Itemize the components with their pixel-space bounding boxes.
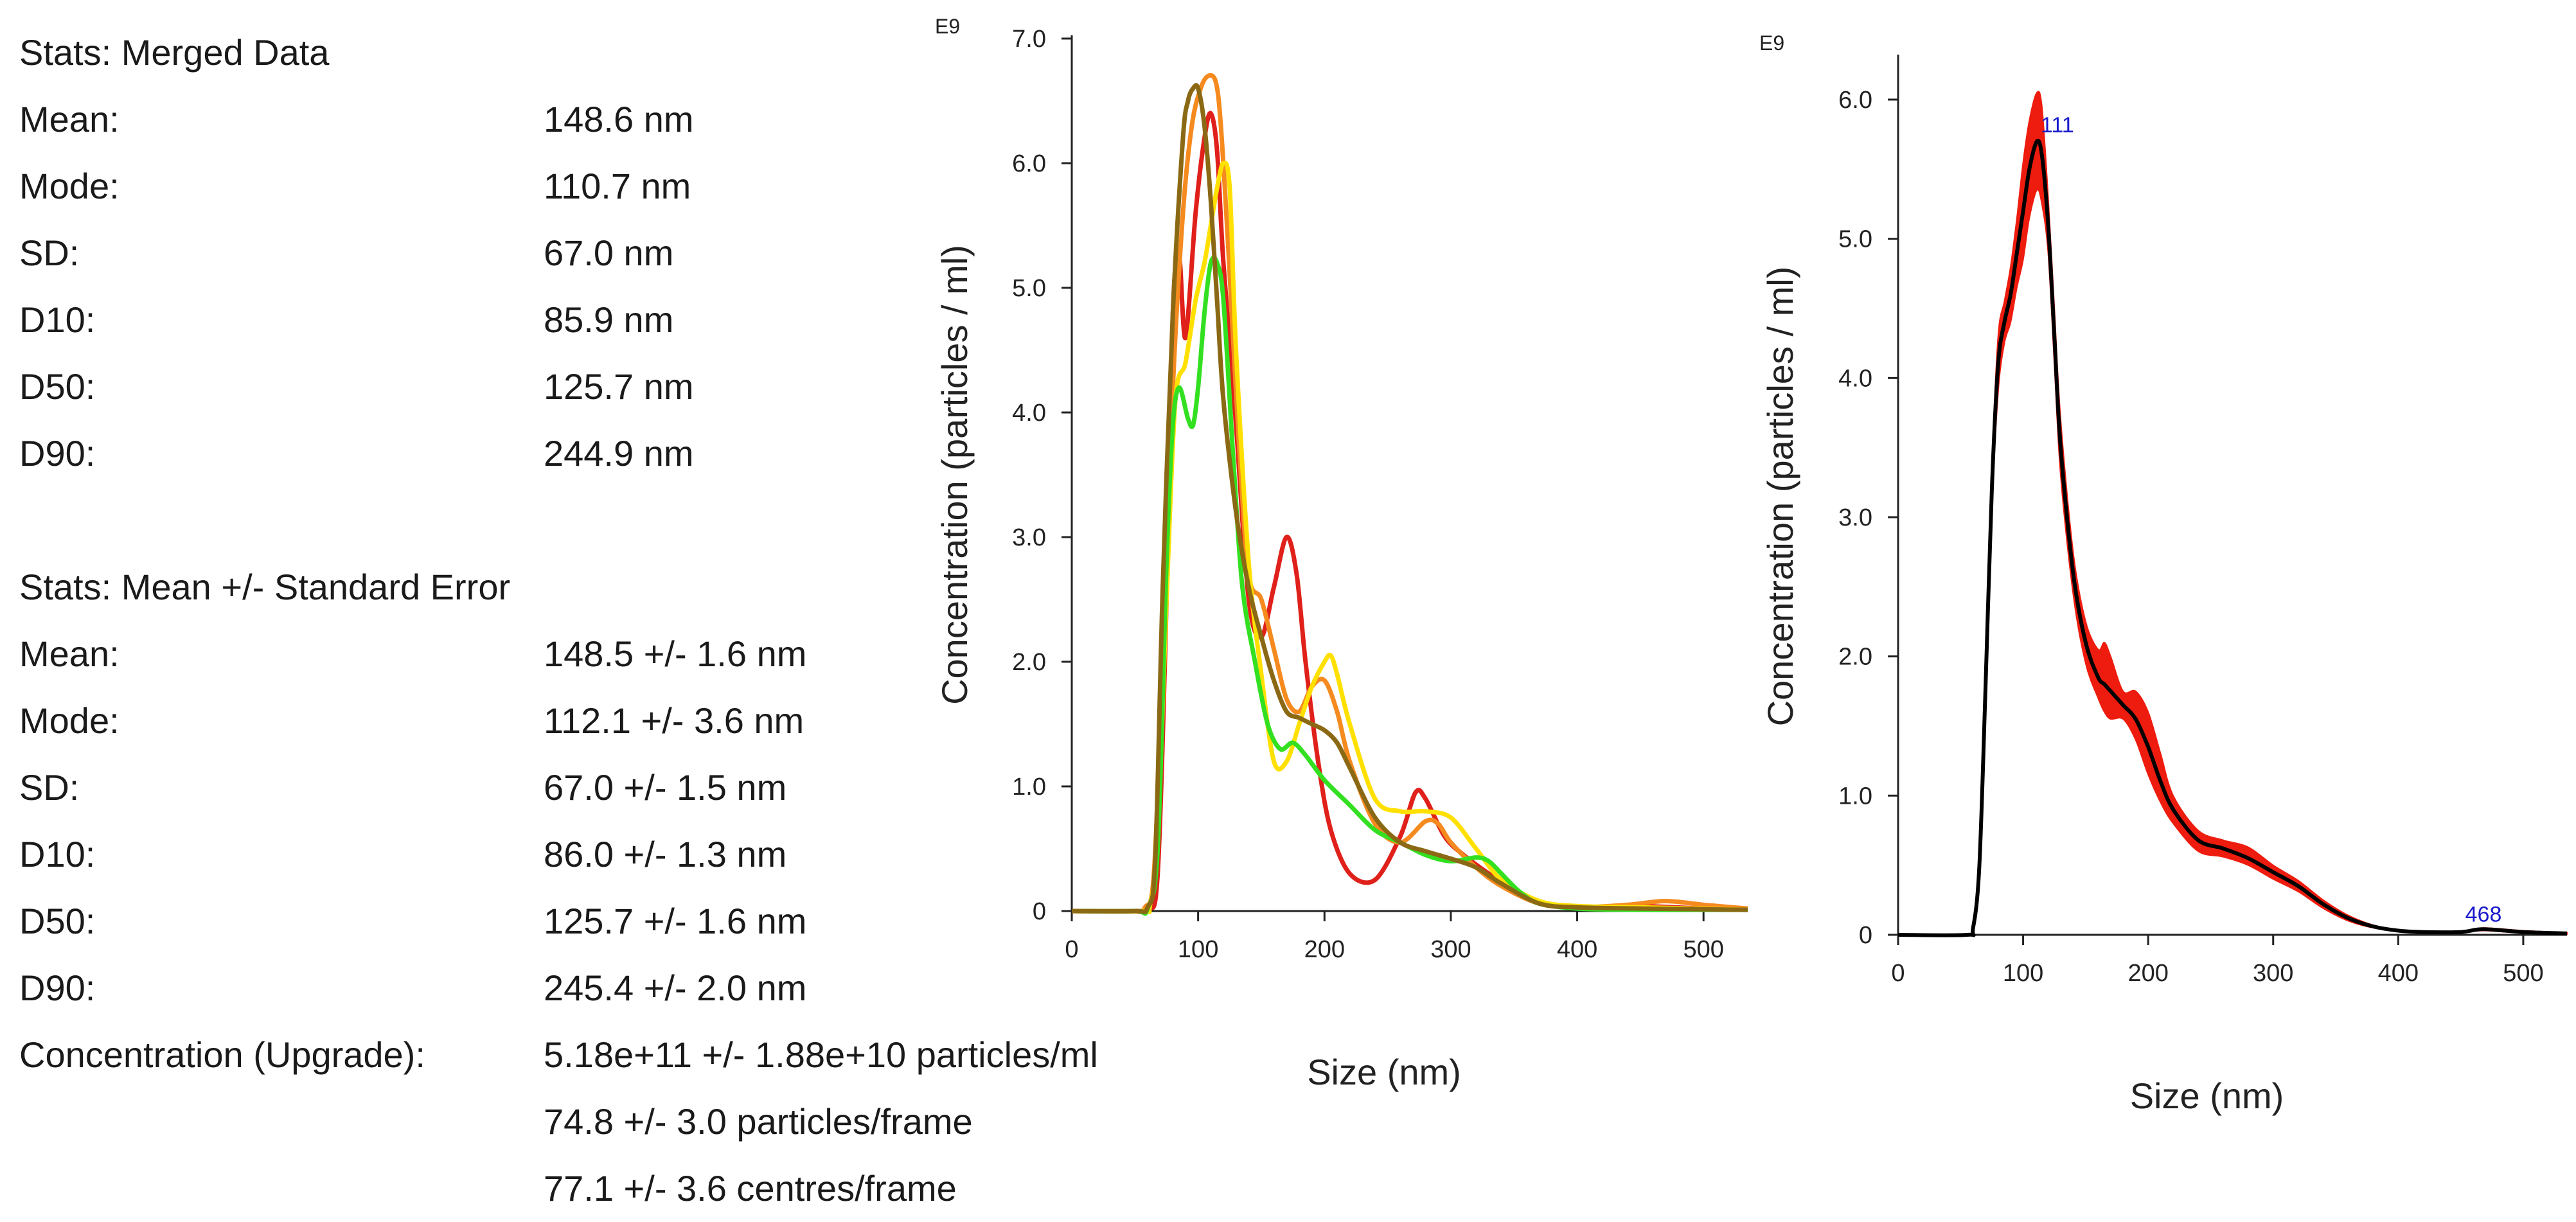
se-d10-row: D10: 86.0 +/- 1.3 nm bbox=[19, 821, 957, 888]
stat-value: 148.6 nm bbox=[544, 99, 694, 139]
y-tick-label: 3.0 bbox=[1012, 524, 1046, 551]
x-tick-label: 100 bbox=[2003, 960, 2043, 987]
stat-label: D10: bbox=[19, 299, 96, 340]
y-tick-label: 0 bbox=[1033, 898, 1046, 925]
peak-annotation: 111 bbox=[2041, 113, 2074, 137]
x-tick-label: 400 bbox=[2378, 960, 2419, 987]
series-line-olive bbox=[1071, 83, 1748, 914]
particles-frame-row: 74.8 +/- 3.0 particles/frame bbox=[19, 1088, 973, 1155]
stat-label: Mean: bbox=[19, 99, 120, 139]
y-tick-label: 4.0 bbox=[1838, 365, 1872, 392]
y-tick-label: 1.0 bbox=[1838, 783, 1872, 810]
series-line-green bbox=[1071, 255, 1748, 916]
se-mean-row: Mean: 148.5 +/- 1.6 nm bbox=[19, 621, 957, 687]
x-tick-label: 0 bbox=[1891, 960, 1905, 987]
x-tick-label: 400 bbox=[1557, 936, 1597, 963]
merged-stats-title: Stats: Merged Data bbox=[19, 32, 330, 73]
size-distribution-chart: 0 100 200 300 400 500 0 1.0 2.0 3.0 4.0 5.0 6.0 7.0 E9… bbox=[934, 15, 1748, 1092]
x-tick-label: 300 bbox=[1430, 936, 1471, 963]
y-tick-label: 7.0 bbox=[1012, 26, 1046, 53]
series-line-red bbox=[1071, 111, 1748, 914]
stat-label: SD: bbox=[19, 233, 80, 273]
stat-value: 148.5 +/- 1.6 nm bbox=[544, 633, 807, 674]
stat-value: 77.1 +/- 3.6 centres/frame bbox=[544, 1168, 957, 1209]
mean-se-stats-title: Stats: Mean +/- Standard Error bbox=[19, 567, 511, 607]
y-tick-label: 3.0 bbox=[1838, 504, 1872, 531]
stat-label: SD: bbox=[19, 767, 80, 808]
stat-value: 245.4 +/- 2.0 nm bbox=[544, 968, 807, 1008]
stat-label: D90: bbox=[19, 968, 96, 1008]
merged-mean-row: Mean: 148.6 nm bbox=[19, 86, 957, 153]
stat-label: Mean: bbox=[19, 633, 120, 674]
merged-mode-row: Mode: 110.7 nm bbox=[19, 153, 957, 220]
peak-annotation: 468 bbox=[2465, 902, 2502, 926]
y-tick-label: 5.0 bbox=[1838, 226, 1872, 253]
y-axis-label: Concentration (particles / ml) bbox=[934, 245, 975, 705]
stat-label: D90: bbox=[19, 433, 96, 474]
y-axis-label: Concentration (particles / ml) bbox=[1760, 267, 1800, 727]
se-d50-row: D50: 125.7 +/- 1.6 nm bbox=[19, 888, 957, 955]
stat-label: Concentration (Upgrade): bbox=[19, 1034, 425, 1075]
x-axis-label: Size (nm) bbox=[1307, 1052, 1461, 1092]
stat-value: 125.7 nm bbox=[544, 366, 694, 407]
averaged-distribution-chart: 0 100 200 300 400 500 0 1.0 2.0 3.0 4.0 5.0 6.0 E9 Siz… bbox=[1759, 31, 2568, 1116]
error-band bbox=[1897, 91, 2568, 936]
y-tick-label: 2.0 bbox=[1838, 644, 1872, 671]
stat-value: 85.9 nm bbox=[544, 299, 674, 340]
exponent-label: E9 bbox=[1759, 31, 1784, 55]
mean-line bbox=[1897, 138, 2568, 937]
merged-sd-row: SD: 67.0 nm bbox=[19, 220, 957, 287]
x-tick-label: 100 bbox=[1178, 936, 1218, 963]
y-tick-label: 0 bbox=[1859, 922, 1872, 949]
spacer bbox=[19, 487, 957, 554]
stat-value: 125.7 +/- 1.6 nm bbox=[544, 901, 807, 941]
stat-label: Mode: bbox=[19, 166, 120, 206]
x-tick-label: 500 bbox=[2503, 960, 2543, 987]
stat-value: 5.18e+11 +/- 1.88e+10 particles/ml bbox=[544, 1034, 1098, 1075]
series-line-orange bbox=[1071, 73, 1748, 914]
y-tick-label: 6.0 bbox=[1012, 150, 1046, 177]
x-tick-label: 200 bbox=[1304, 936, 1345, 963]
se-mode-row: Mode: 112.1 +/- 3.6 nm bbox=[19, 687, 957, 754]
concentration-row: Concentration (Upgrade): 5.18e+11 +/- 1.8… bbox=[19, 1022, 1098, 1088]
y-tick-label: 6.0 bbox=[1838, 87, 1872, 114]
stat-value: 74.8 +/- 3.0 particles/frame bbox=[544, 1101, 973, 1142]
merged-d90-row: D90: 244.9 nm bbox=[19, 420, 957, 487]
stat-label: Mode: bbox=[19, 700, 120, 741]
merged-d50-row: D50: 125.7 nm bbox=[19, 353, 957, 420]
merged-d10-row: D10: 85.9 nm bbox=[19, 287, 957, 353]
stat-value: 244.9 nm bbox=[544, 433, 694, 474]
se-sd-row: SD: 67.0 +/- 1.5 nm bbox=[19, 754, 957, 821]
stat-value: 112.1 +/- 3.6 nm bbox=[544, 700, 804, 741]
y-tick-label: 1.0 bbox=[1012, 774, 1046, 801]
stat-label: D50: bbox=[19, 366, 96, 407]
centres-frame-row: 77.1 +/- 3.6 centres/frame bbox=[19, 1155, 957, 1222]
x-tick-label: 300 bbox=[2253, 960, 2293, 987]
exponent-label: E9 bbox=[935, 15, 960, 38]
x-tick-label: 0 bbox=[1065, 936, 1078, 963]
stat-value: 86.0 +/- 1.3 nm bbox=[544, 834, 787, 874]
stats-panel: Stats: Merged Data Mean: 148.6 nm Mode: 11… bbox=[19, 19, 1098, 1222]
y-tick-label: 4.0 bbox=[1012, 400, 1046, 427]
y-tick-label: 2.0 bbox=[1012, 649, 1046, 676]
stat-value: 110.7 nm bbox=[544, 166, 691, 206]
stat-label: D50: bbox=[19, 901, 96, 941]
y-tick-label: 5.0 bbox=[1012, 275, 1046, 302]
stat-label: D10: bbox=[19, 834, 96, 874]
x-axis-label: Size (nm) bbox=[2130, 1076, 2284, 1116]
x-tick-label: 500 bbox=[1683, 936, 1723, 963]
stat-value: 67.0 nm bbox=[544, 233, 674, 273]
stat-value: 67.0 +/- 1.5 nm bbox=[544, 767, 787, 808]
se-d90-row: D90: 245.4 +/- 2.0 nm bbox=[19, 955, 957, 1022]
x-tick-label: 200 bbox=[2127, 960, 2168, 987]
